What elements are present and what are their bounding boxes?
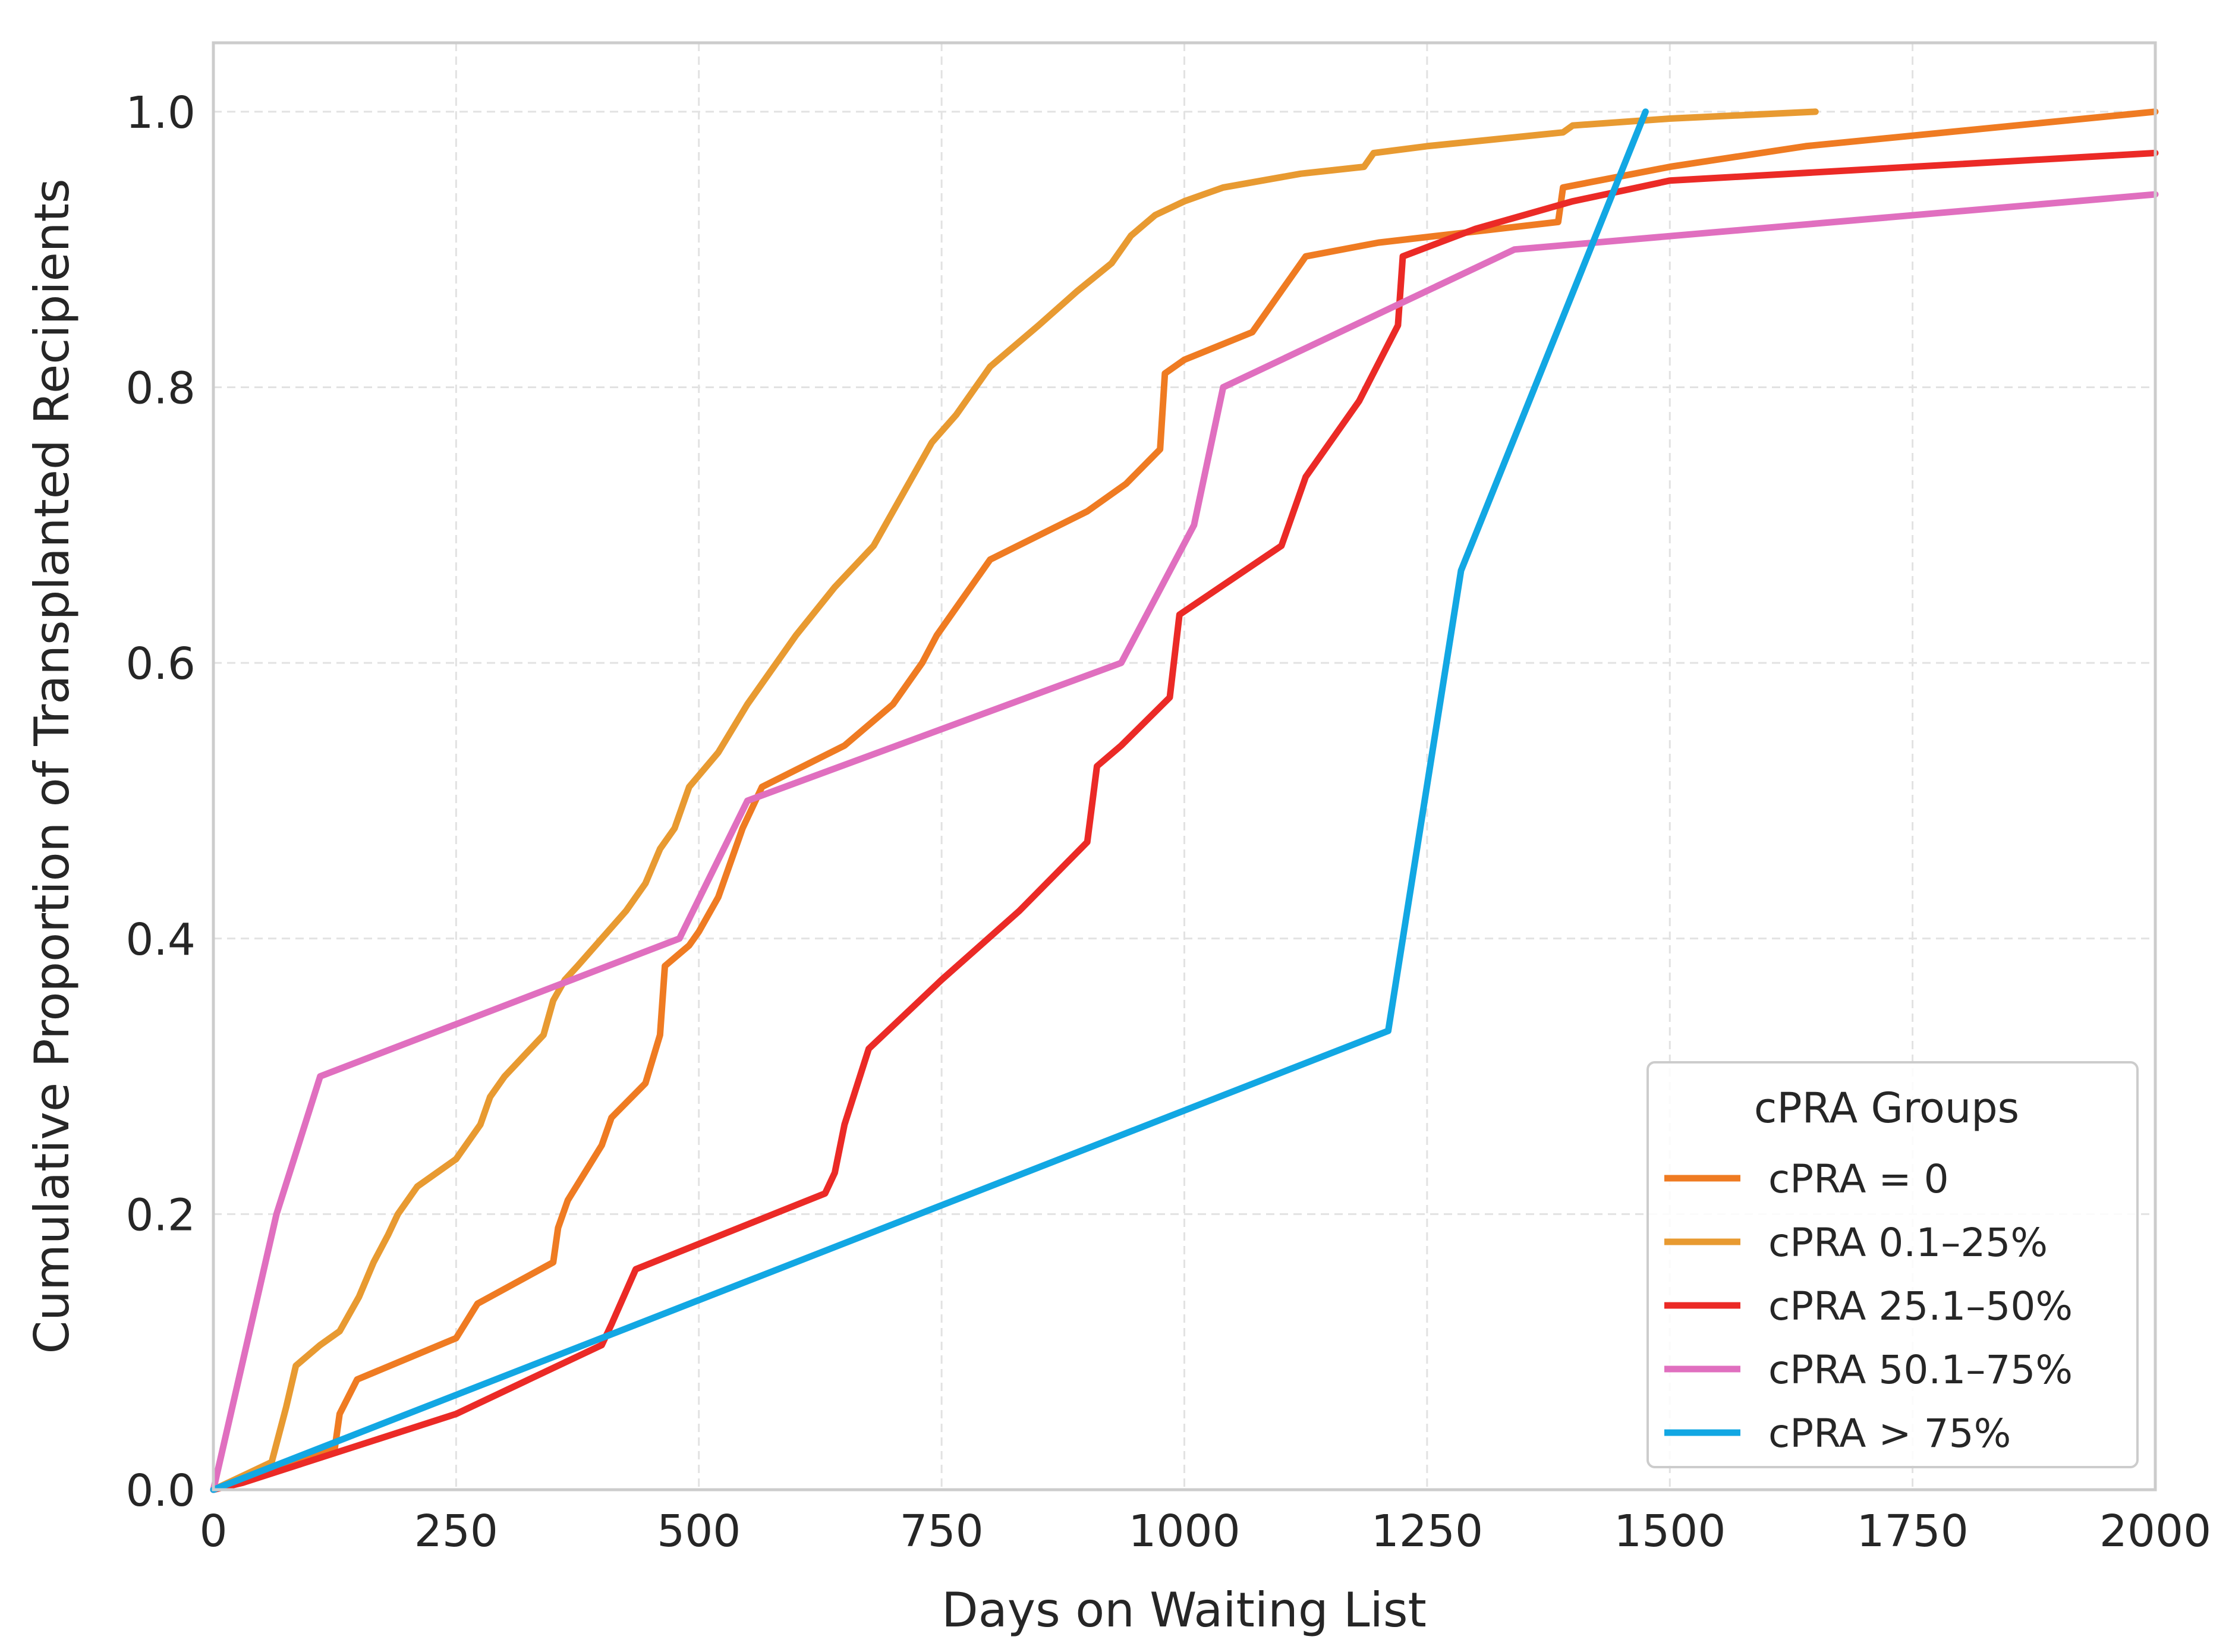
y-tick-label: 0.0	[125, 1465, 196, 1516]
series-lines	[210, 108, 2159, 1493]
series-line-1	[210, 108, 1819, 1493]
y-axis-title: Cumulative Proportion of Transplanted Re…	[24, 178, 80, 1354]
legend-label-1: cPRA 0.1–25%	[1768, 1220, 2048, 1266]
legend-label-3: cPRA 50.1–75%	[1768, 1347, 2073, 1393]
series-line-3	[210, 191, 2159, 1493]
series-line-0	[210, 108, 2159, 1493]
x-axis-ticks: 0 250 500 750 1000 1250 1500 1750 2000	[199, 1506, 2211, 1557]
x-tick-label: 250	[414, 1506, 498, 1557]
legend-label-2: cPRA 25.1–50%	[1768, 1283, 2073, 1329]
x-tick-label: 1000	[1128, 1506, 1240, 1557]
x-tick-label: 1750	[1856, 1506, 1968, 1557]
x-tick-label: 750	[900, 1506, 984, 1557]
legend-box	[1646, 1061, 2139, 1468]
series-line-4	[210, 108, 1649, 1493]
x-tick-label: 2000	[2099, 1506, 2211, 1557]
legend-title: cPRA Groups	[1754, 1084, 2019, 1132]
x-axis-title: Days on Waiting List	[942, 1582, 1427, 1638]
legend-label-4: cPRA > 75%	[1768, 1411, 2011, 1456]
legend: cPRA Groups cPRA = 0 cPRA 0.1–25% cPRA 25.…	[1646, 1061, 2139, 1468]
y-tick-label: 1.0	[125, 87, 196, 139]
x-tick-label: 1500	[1614, 1506, 1726, 1557]
x-tick-label: 0	[199, 1506, 227, 1557]
x-tick-label: 1250	[1371, 1506, 1483, 1557]
plot-frame	[212, 41, 2157, 1491]
series-line-2	[210, 149, 2159, 1493]
y-axis-ticks: 0.0 0.2 0.4 0.6 0.8 1.0	[125, 87, 196, 1516]
x-tick-label: 500	[657, 1506, 741, 1557]
y-tick-label: 0.8	[125, 363, 196, 414]
legend-label-0: cPRA = 0	[1768, 1156, 1949, 1202]
y-tick-label: 0.4	[125, 914, 196, 965]
y-tick-label: 0.6	[125, 638, 196, 690]
y-tick-label: 0.2	[125, 1190, 196, 1241]
